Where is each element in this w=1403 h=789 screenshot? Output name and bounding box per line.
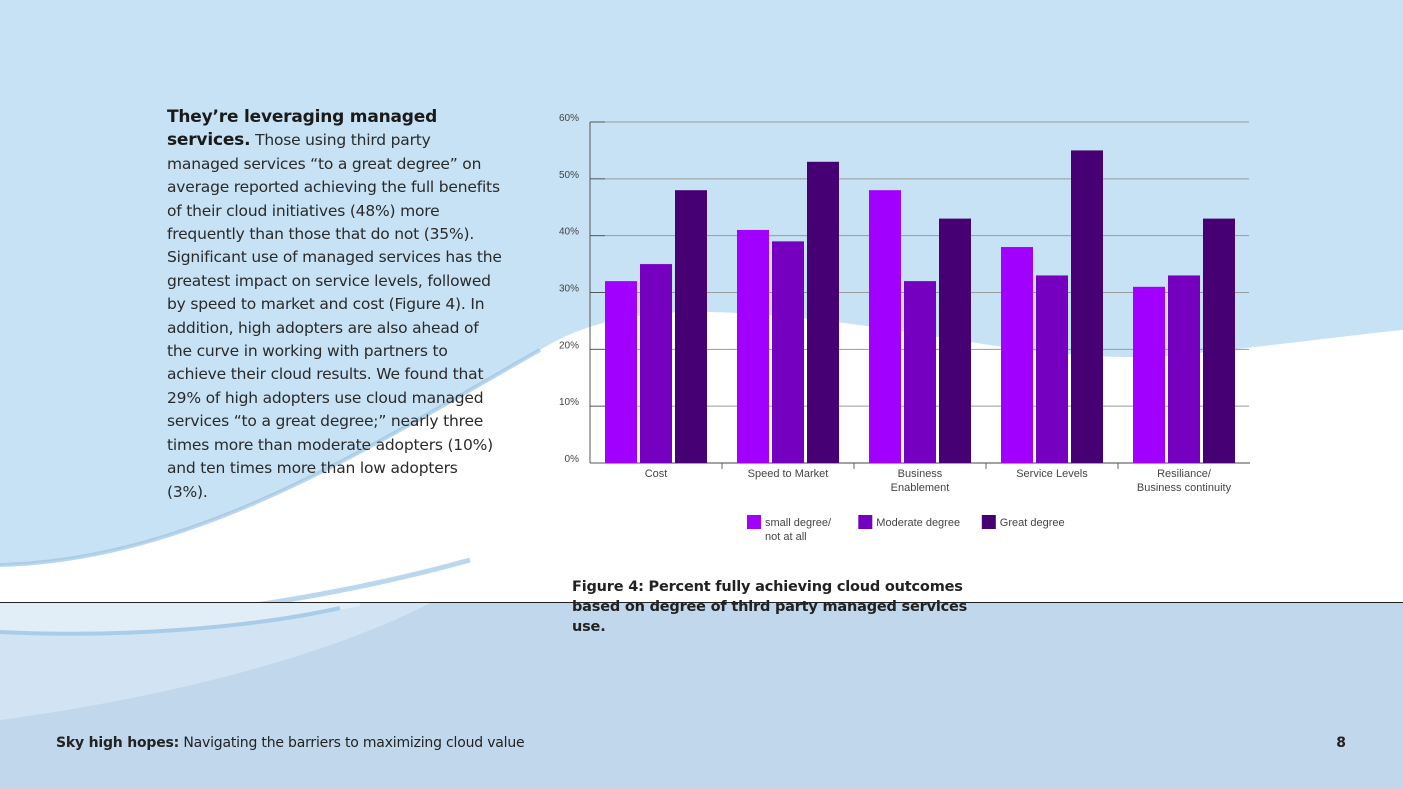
y-tick-label: 50%: [559, 170, 579, 181]
y-tick-label: 40%: [559, 227, 579, 238]
legend-swatch: [858, 515, 873, 529]
footer-title: Sky high hopes: Navigating the barriers …: [56, 735, 525, 751]
figure-caption: Figure 4: Percent fully achieving cloud …: [572, 577, 992, 637]
bar: [904, 281, 936, 463]
y-tick-label: 0%: [565, 454, 580, 465]
bar: [772, 241, 804, 463]
bar: [675, 190, 707, 463]
body-paragraph: They’re leveraging managed services. Tho…: [167, 106, 502, 504]
footer-title-rest: Navigating the barriers to maximizing cl…: [183, 735, 525, 751]
legend-label: Moderate degree: [876, 517, 960, 529]
chart-legend: small degree/not at all Moderate degree Gr…: [747, 515, 1065, 543]
caption-line-1: Figure 4: Percent fully achieving cloud …: [572, 579, 963, 595]
legend-label: not at all: [765, 531, 807, 543]
bar: [640, 264, 672, 463]
y-tick-label: 30%: [559, 284, 579, 295]
page-number: 8: [1336, 735, 1346, 751]
bar: [869, 190, 901, 463]
legend-swatch: [747, 515, 761, 529]
legend-label: small degree/: [765, 517, 832, 529]
bar-chart: 0% 10% 20% 30% 40% 50% 60% Cost Speed to Market…: [559, 113, 1250, 543]
y-axis-ticks: 0% 10% 20% 30% 40% 50% 60%: [559, 113, 605, 465]
caption-line-2: based on degree of third party managed s…: [572, 599, 968, 635]
footer-title-bold: Sky high hopes:: [56, 735, 180, 751]
chart-bars: [605, 150, 1235, 463]
bar: [1036, 275, 1068, 463]
bar: [605, 281, 637, 463]
bar: [1071, 150, 1103, 463]
paragraph-text: Those using third party managed services…: [167, 131, 502, 501]
divider-line: [0, 602, 1403, 603]
bar: [807, 161, 839, 463]
paragraph-lead: They’re leveraging managed services.: [167, 107, 438, 151]
bar: [1168, 275, 1200, 463]
x-tick-label: Cost: [645, 468, 668, 480]
bar: [737, 229, 769, 463]
bar: [939, 218, 971, 463]
x-tick-label: Service Levels: [1016, 468, 1088, 480]
y-tick-label: 10%: [559, 397, 579, 408]
x-tick-label: Business: [898, 468, 943, 480]
y-tick-label: 20%: [559, 340, 579, 351]
bar: [1133, 286, 1165, 463]
legend-swatch: [981, 515, 996, 529]
bar: [1001, 247, 1033, 463]
x-tick-label: Speed to Market: [748, 468, 829, 480]
x-axis-labels: Cost Speed to Market Business Enablement Ser…: [645, 463, 1232, 494]
x-tick-label: Resiliance/: [1157, 468, 1212, 480]
x-tick-label: Enablement: [891, 482, 950, 494]
x-tick-label: Business continuity: [1137, 482, 1232, 494]
bar: [1203, 218, 1235, 463]
y-tick-label: 60%: [559, 113, 579, 124]
legend-label: Great degree: [1000, 517, 1065, 529]
